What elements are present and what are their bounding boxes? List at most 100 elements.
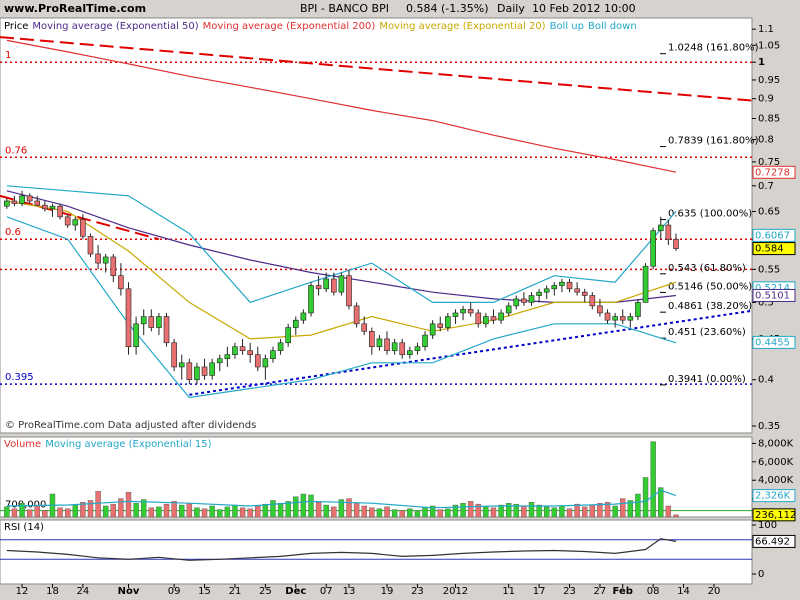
rsi-panel [0,519,753,585]
fib-label: 0.7839 (161.80%) [668,136,759,147]
legend: RSI (14) [4,522,44,533]
x-tick-label: 18 [46,586,59,597]
volume-bar [64,508,71,518]
candle-body [315,285,322,290]
candle-body [437,323,444,328]
volume-bar [369,507,375,518]
value-box [752,508,796,522]
fib-label: 0.5146 (50.00%) [668,281,752,292]
volume-bar [72,504,78,518]
volume-bar [80,502,86,518]
y-tick-label: 0.55 [758,264,780,275]
volume-bar [536,504,542,518]
volume-bar [429,505,436,518]
legend: Price Moving average (Exponential 50) Movi… [4,21,637,32]
candle-body [521,298,527,303]
candle-body [559,281,565,286]
volume-bar [338,499,345,518]
fib-label: 0.4861 (38.20%) [668,301,752,312]
y-tick-label: 6,000K [758,457,794,468]
candle-body [262,358,269,368]
candle-body [308,285,314,314]
volume-bar [26,509,33,518]
value-box [752,228,796,242]
level-label: 1 [5,50,11,61]
y-tick-label: 0 [758,569,764,580]
candle-body [346,275,352,307]
candle-body [429,323,436,336]
fib-label: 0.3941 (0.00%) [668,374,746,385]
site-name: www.ProRealTime.com [4,2,146,15]
y-tick-label: 1 [758,57,765,68]
value-box-label: 0.4455 [755,337,790,348]
volume-bar [635,493,641,518]
candle-body [42,204,48,210]
volume-bar [658,487,664,518]
x-tick-label: 19 [381,586,394,597]
candle-body [118,275,124,290]
volume-bar [300,493,307,518]
value-box-label: 0.7278 [755,167,790,178]
candle-body [642,265,649,303]
volume-bar [224,506,231,518]
candle-body [323,278,329,290]
volume-bar [437,509,443,518]
level-label: 0.395 [5,372,34,383]
y-tick-label: 0.95 [758,75,780,86]
candle-body [285,327,291,344]
candle-body [34,200,41,206]
y-tick-label: 0.7 [758,181,774,192]
candle-body [292,319,299,328]
value-box-label: 0.584 [755,244,784,255]
candle-body [171,342,177,368]
legend-entry: Moving average (Exponential 50) [32,21,198,32]
volume-bar [110,503,116,518]
y-tick-label: 0.65 [758,206,780,217]
candle-body [133,323,139,347]
candle-body [445,316,451,328]
candle-body [528,295,535,303]
candle-body [673,238,679,249]
volume-bar [353,503,360,518]
volume-bar [612,505,618,518]
candle-body [581,291,588,296]
candle-body [384,338,390,351]
candle-body [232,346,238,355]
volume-bar [194,507,200,518]
y-tick-label: 0.5 [758,297,774,308]
candle-body [80,219,86,237]
candle-body [589,295,596,307]
candle-body [597,305,603,314]
candle-body [338,275,345,293]
volume-bar [156,506,162,518]
candle-body [224,354,231,360]
candle-body [209,362,215,376]
y-tick-label: 0.75 [758,157,780,168]
y-tick-label: 0.8 [758,135,774,146]
candle-body [148,316,155,328]
volume-bar [315,502,322,518]
x-tick-label: 14 [677,586,690,597]
candle-body [376,338,383,347]
candle-body [270,350,276,360]
legend: Volume Moving average (Exponential 15) [4,439,212,450]
value-box [752,534,796,548]
x-tick-label: 13 [343,586,356,597]
candle-body [49,205,56,210]
quote: 0.584 (-1.35%) [406,2,488,15]
candle-body [612,316,618,321]
candle-body [19,195,25,204]
candle-body [26,195,33,202]
volume-bar [217,509,223,518]
price-panel [0,17,753,434]
candle-body [467,309,474,314]
value-box-label: 0.6067 [755,230,790,241]
volume-bar [118,498,124,518]
candle-body [72,219,79,226]
volume-bar [566,508,573,518]
volume-bar [505,503,512,518]
volume-bar [589,504,596,518]
legend-entry: Boll down [588,21,637,32]
candle-body [498,312,504,321]
value-box [752,489,796,503]
